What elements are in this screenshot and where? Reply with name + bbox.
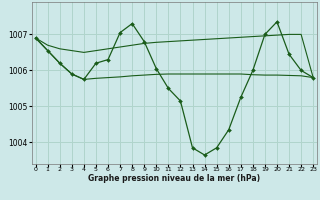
X-axis label: Graphe pression niveau de la mer (hPa): Graphe pression niveau de la mer (hPa) bbox=[88, 174, 260, 183]
